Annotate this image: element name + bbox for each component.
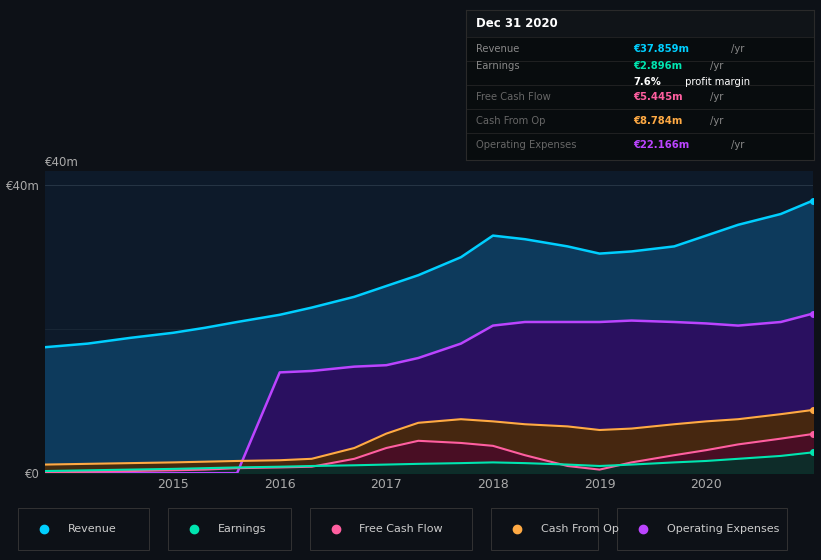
FancyBboxPatch shape bbox=[18, 508, 149, 550]
Text: /yr: /yr bbox=[731, 44, 744, 54]
Text: Operating Expenses: Operating Expenses bbox=[476, 139, 576, 150]
Text: Cash From Op: Cash From Op bbox=[476, 115, 545, 125]
Text: €37.859m: €37.859m bbox=[633, 44, 689, 54]
Text: Earnings: Earnings bbox=[218, 524, 266, 534]
Text: €22.166m: €22.166m bbox=[633, 139, 690, 150]
Text: Free Cash Flow: Free Cash Flow bbox=[360, 524, 443, 534]
Text: Dec 31 2020: Dec 31 2020 bbox=[476, 17, 557, 30]
Text: Revenue: Revenue bbox=[67, 524, 117, 534]
Text: Free Cash Flow: Free Cash Flow bbox=[476, 92, 551, 101]
Text: /yr: /yr bbox=[731, 139, 744, 150]
FancyBboxPatch shape bbox=[167, 508, 291, 550]
Text: €8.784m: €8.784m bbox=[633, 115, 682, 125]
Text: €5.445m: €5.445m bbox=[633, 92, 682, 101]
Text: €2.896m: €2.896m bbox=[633, 61, 682, 71]
FancyBboxPatch shape bbox=[491, 508, 598, 550]
Text: /yr: /yr bbox=[709, 115, 723, 125]
Text: Operating Expenses: Operating Expenses bbox=[667, 524, 779, 534]
Text: Cash From Op: Cash From Op bbox=[540, 524, 618, 534]
FancyBboxPatch shape bbox=[310, 508, 472, 550]
Text: /yr: /yr bbox=[709, 61, 723, 71]
FancyBboxPatch shape bbox=[617, 508, 787, 550]
Text: /yr: /yr bbox=[709, 92, 723, 101]
Text: Earnings: Earnings bbox=[476, 61, 520, 71]
Text: 7.6%: 7.6% bbox=[633, 77, 661, 87]
Text: profit margin: profit margin bbox=[681, 77, 750, 87]
Text: Revenue: Revenue bbox=[476, 44, 520, 54]
Text: €40m: €40m bbox=[45, 156, 79, 169]
FancyBboxPatch shape bbox=[466, 10, 814, 36]
